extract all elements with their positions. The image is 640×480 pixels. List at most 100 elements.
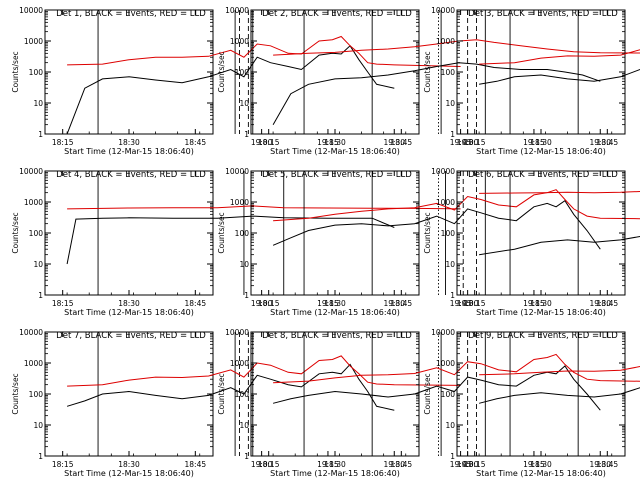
x-tick-label: 18:30: [530, 460, 552, 469]
series-line-events: [479, 235, 640, 256]
x-tick-label: 19:00: [251, 460, 273, 469]
x-tick-label: 18:15: [52, 138, 74, 147]
plot-frame: [44, 9, 214, 135]
y-tick-label: 1000: [24, 359, 43, 368]
y-tick-label: 10: [33, 260, 43, 269]
panel-det-8: Det 8, BLACK = Events, RED = LLD 1 10 100 10…: [217, 328, 640, 478]
series-line-lld: [67, 205, 461, 210]
plot-frame: [456, 9, 626, 135]
x-tick-label: 19:00: [251, 299, 273, 308]
x-tick-label: 19:30: [383, 460, 405, 469]
series-line-lld: [273, 189, 640, 222]
y-tick-label: 1: [244, 452, 249, 461]
y-axis-label: Counts/sec: [11, 373, 20, 414]
series-line-events: [66, 363, 395, 411]
x-axis-label: Start Time (12-Mar-15 18:06:40): [476, 469, 606, 478]
panel-title: Det 5, BLACK = Events, RED = LLD: [262, 170, 412, 180]
x-axis-label: Start Time (12-Mar-15 18:06:40): [476, 308, 606, 317]
plot-frame: [44, 331, 214, 457]
x-axis-label: Start Time (12-Mar-15 18:06:40): [270, 469, 400, 478]
y-tick-label: 1000: [24, 198, 43, 207]
y-tick-label: 10000: [431, 6, 455, 15]
x-tick-label: 19:00: [457, 460, 479, 469]
x-tick-label: 18:45: [185, 138, 207, 147]
series-line-lld: [67, 355, 461, 387]
x-tick-label: 18:15: [464, 299, 486, 308]
y-tick-label: 1000: [230, 359, 249, 368]
y-tick-label: 10000: [431, 167, 455, 176]
x-tick-label: 19:00: [457, 299, 479, 308]
y-tick-label: 1000: [230, 37, 249, 46]
x-tick-label: 18:30: [530, 299, 552, 308]
y-tick-label: 100: [441, 68, 456, 77]
y-tick-label: 100: [29, 229, 44, 238]
y-tick-label: 10: [239, 421, 249, 430]
y-tick-label: 10: [33, 99, 43, 108]
y-axis-label: Counts/sec: [423, 51, 432, 92]
series-line-lld: [67, 35, 461, 67]
y-tick-label: 10: [445, 99, 455, 108]
x-tick-label: 18:15: [258, 299, 280, 308]
plot-frame: [456, 170, 626, 296]
y-axis-label: Counts/sec: [423, 373, 432, 414]
y-tick-label: 10: [33, 421, 43, 430]
y-axis-label: Counts/sec: [423, 212, 432, 253]
x-tick-label: 18:15: [258, 138, 280, 147]
x-axis-label: Start Time (12-Mar-15 18:06:40): [270, 147, 400, 156]
x-tick-label: 19:30: [589, 299, 611, 308]
y-tick-label: 100: [29, 68, 44, 77]
y-tick-label: 10: [445, 421, 455, 430]
series-line-lld: [479, 191, 640, 194]
x-tick-label: 18:15: [52, 460, 74, 469]
x-tick-label: 18:45: [391, 299, 413, 308]
y-tick-label: 10000: [19, 6, 43, 15]
x-tick-label: 18:45: [597, 138, 619, 147]
y-tick-label: 10000: [19, 167, 43, 176]
x-tick-label: 18:30: [324, 299, 346, 308]
y-tick-label: 100: [29, 390, 44, 399]
series-line-lld: [479, 366, 640, 376]
series-line-events: [479, 68, 640, 85]
y-tick-label: 1: [450, 452, 455, 461]
x-tick-label: 19:15: [317, 299, 339, 308]
y-axis-label: Counts/sec: [217, 51, 226, 92]
y-tick-label: 10000: [225, 328, 249, 337]
panel-det-1: Det 1, BLACK = Events, RED = LLD 1 10 100 10…: [11, 6, 472, 156]
x-tick-label: 18:15: [258, 460, 280, 469]
series-line-events: [66, 45, 395, 135]
series-line-events: [272, 199, 601, 250]
y-tick-label: 10000: [225, 6, 249, 15]
y-tick-label: 1: [450, 291, 455, 300]
plot-frame: [250, 170, 420, 296]
series-line-events: [478, 387, 640, 404]
plot-frame: [250, 331, 420, 457]
y-tick-label: 1: [38, 291, 43, 300]
panel-det-9: Det 9, BLACK = Events, RED = LLD 1 10 100 10…: [423, 328, 640, 478]
panel-det-3: Det 3, BLACK = Events, RED = LLD 1 10 100 10…: [423, 6, 640, 156]
y-tick-label: 10: [239, 99, 249, 108]
x-tick-label: 18:45: [185, 460, 207, 469]
x-tick-label: 19:15: [523, 138, 545, 147]
y-axis-label: Counts/sec: [11, 212, 20, 253]
x-tick-label: 19:30: [589, 460, 611, 469]
y-tick-label: 10: [445, 260, 455, 269]
y-tick-label: 1: [38, 130, 43, 139]
y-tick-label: 1: [244, 291, 249, 300]
panel-title: Det 7, BLACK = Events, RED = LLD: [56, 331, 206, 341]
x-tick-label: 18:45: [391, 138, 413, 147]
y-tick-label: 10: [239, 260, 249, 269]
plot-frame: [44, 170, 214, 296]
panel-title: Det 8, BLACK = Events, RED = LLD: [262, 331, 412, 341]
y-tick-label: 1: [244, 130, 249, 139]
x-tick-label: 18:45: [597, 460, 619, 469]
y-tick-label: 1000: [24, 37, 43, 46]
panel-det-5: Det 5, BLACK = Events, RED = LLD 1 10 100 10…: [217, 167, 640, 317]
x-tick-label: 19:45: [450, 138, 472, 147]
series-line-events: [272, 62, 601, 125]
y-tick-label: 1: [38, 452, 43, 461]
panel-title: Det 3, BLACK = Events, RED = LLD: [468, 9, 618, 19]
panel-det-6: Det 6, BLACK = Events, RED = LLD 1 10 100 10…: [423, 167, 640, 317]
y-tick-label: 100: [235, 68, 250, 77]
x-tick-label: 18:45: [185, 299, 207, 308]
